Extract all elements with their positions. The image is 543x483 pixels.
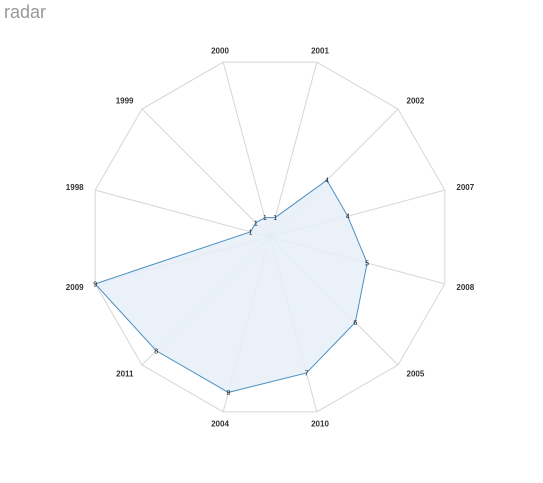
data-label-2000: 1 <box>263 215 267 222</box>
data-label-2011: 8 <box>154 348 158 355</box>
axis-label-2010: 2010 <box>311 419 329 428</box>
data-label-2004: 8 <box>226 390 230 397</box>
data-label-1999: 1 <box>254 220 258 227</box>
data-label-2008: 5 <box>365 261 369 268</box>
axis-label-2005: 2005 <box>407 370 425 379</box>
axis-label-2001: 2001 <box>311 47 329 56</box>
axis-label-1998: 1998 <box>66 183 84 192</box>
axis-label-2009: 2009 <box>66 283 84 292</box>
data-label-1998: 1 <box>249 229 253 236</box>
data-label-2005: 6 <box>353 320 357 327</box>
data-label-2001: 1 <box>273 215 277 222</box>
axis-label-2008: 2008 <box>456 283 474 292</box>
radar-spoke <box>269 62 318 238</box>
axis-label-2011: 2011 <box>116 370 134 379</box>
radar-spoke <box>222 62 271 238</box>
data-label-2007: 4 <box>346 214 350 221</box>
radar-spoke <box>95 189 271 238</box>
series-area <box>94 179 368 393</box>
axis-label-1999: 1999 <box>116 97 134 106</box>
axis-label-2002: 2002 <box>407 97 425 106</box>
data-label-2009: 9 <box>93 281 97 288</box>
axis-label-2000: 2000 <box>211 47 229 56</box>
axis-label-2004: 2004 <box>211 419 229 428</box>
data-label-2010: 7 <box>304 371 308 378</box>
data-label-2002: 4 <box>325 178 329 185</box>
radar-spoke <box>141 108 271 238</box>
chart-title: radar <box>4 2 47 22</box>
axis-label-2007: 2007 <box>456 183 474 192</box>
